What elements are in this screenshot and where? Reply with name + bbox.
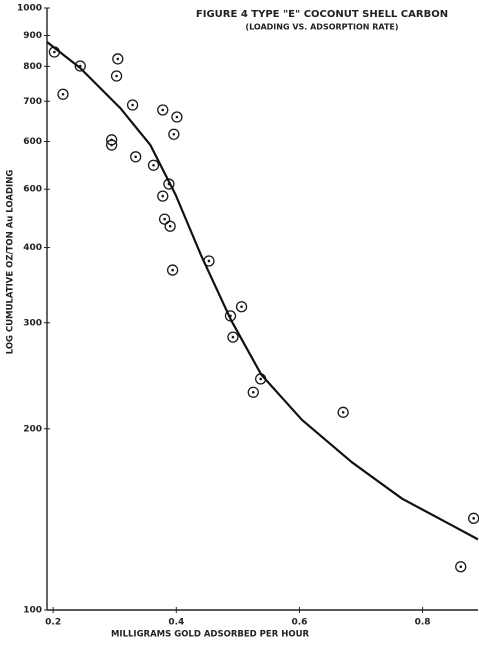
y-tick-label: 200	[23, 424, 42, 434]
x-tick-label: 0.2	[45, 618, 61, 628]
x-axis-label: MILLIGRAMS GOLD ADSORBED PER HOUR	[111, 630, 309, 640]
data-point	[168, 128, 180, 140]
data-point	[130, 151, 142, 163]
chart-subtitle: (LOADING VS. ADSORPTION RATE)	[245, 23, 398, 32]
data-point	[455, 561, 467, 573]
data-point	[147, 159, 160, 171]
data-point	[126, 99, 139, 111]
y-tick-label: 900	[23, 31, 42, 41]
x-tick-label: 0.6	[291, 618, 307, 628]
y-axis-label: LOG CUMULATIVE OZ/TON Au LOADING	[6, 170, 16, 355]
data-point	[157, 104, 169, 116]
chart-title: FIGURE 4 TYPE "E" COCONUT SHELL CARBON	[196, 9, 448, 20]
y-tick-label: 600	[23, 185, 42, 195]
y-tick-label: 600	[23, 137, 42, 147]
data-point	[247, 386, 259, 398]
data-point	[157, 190, 169, 202]
data-point	[166, 264, 179, 276]
data-point	[164, 220, 176, 232]
fit-curve	[46, 41, 479, 541]
y-tick-label: 700	[23, 97, 42, 107]
x-tick-label: 0.8	[415, 618, 431, 628]
data-point	[106, 139, 118, 151]
y-tick-label: 300	[23, 318, 42, 328]
data-point	[337, 406, 349, 418]
y-tick-label: 100	[23, 606, 42, 616]
data-point	[468, 512, 479, 524]
y-tick-label: 1000	[17, 4, 42, 14]
y-tick-label: 800	[23, 62, 42, 72]
data-point	[171, 111, 183, 123]
data-point	[158, 213, 171, 225]
data-point	[227, 331, 239, 343]
data-point	[235, 301, 248, 313]
data-point	[57, 88, 69, 100]
data-point	[110, 70, 123, 82]
data-point	[112, 53, 124, 65]
y-tick-label: 400	[23, 243, 42, 253]
x-tick-label: 0.4	[168, 618, 184, 628]
